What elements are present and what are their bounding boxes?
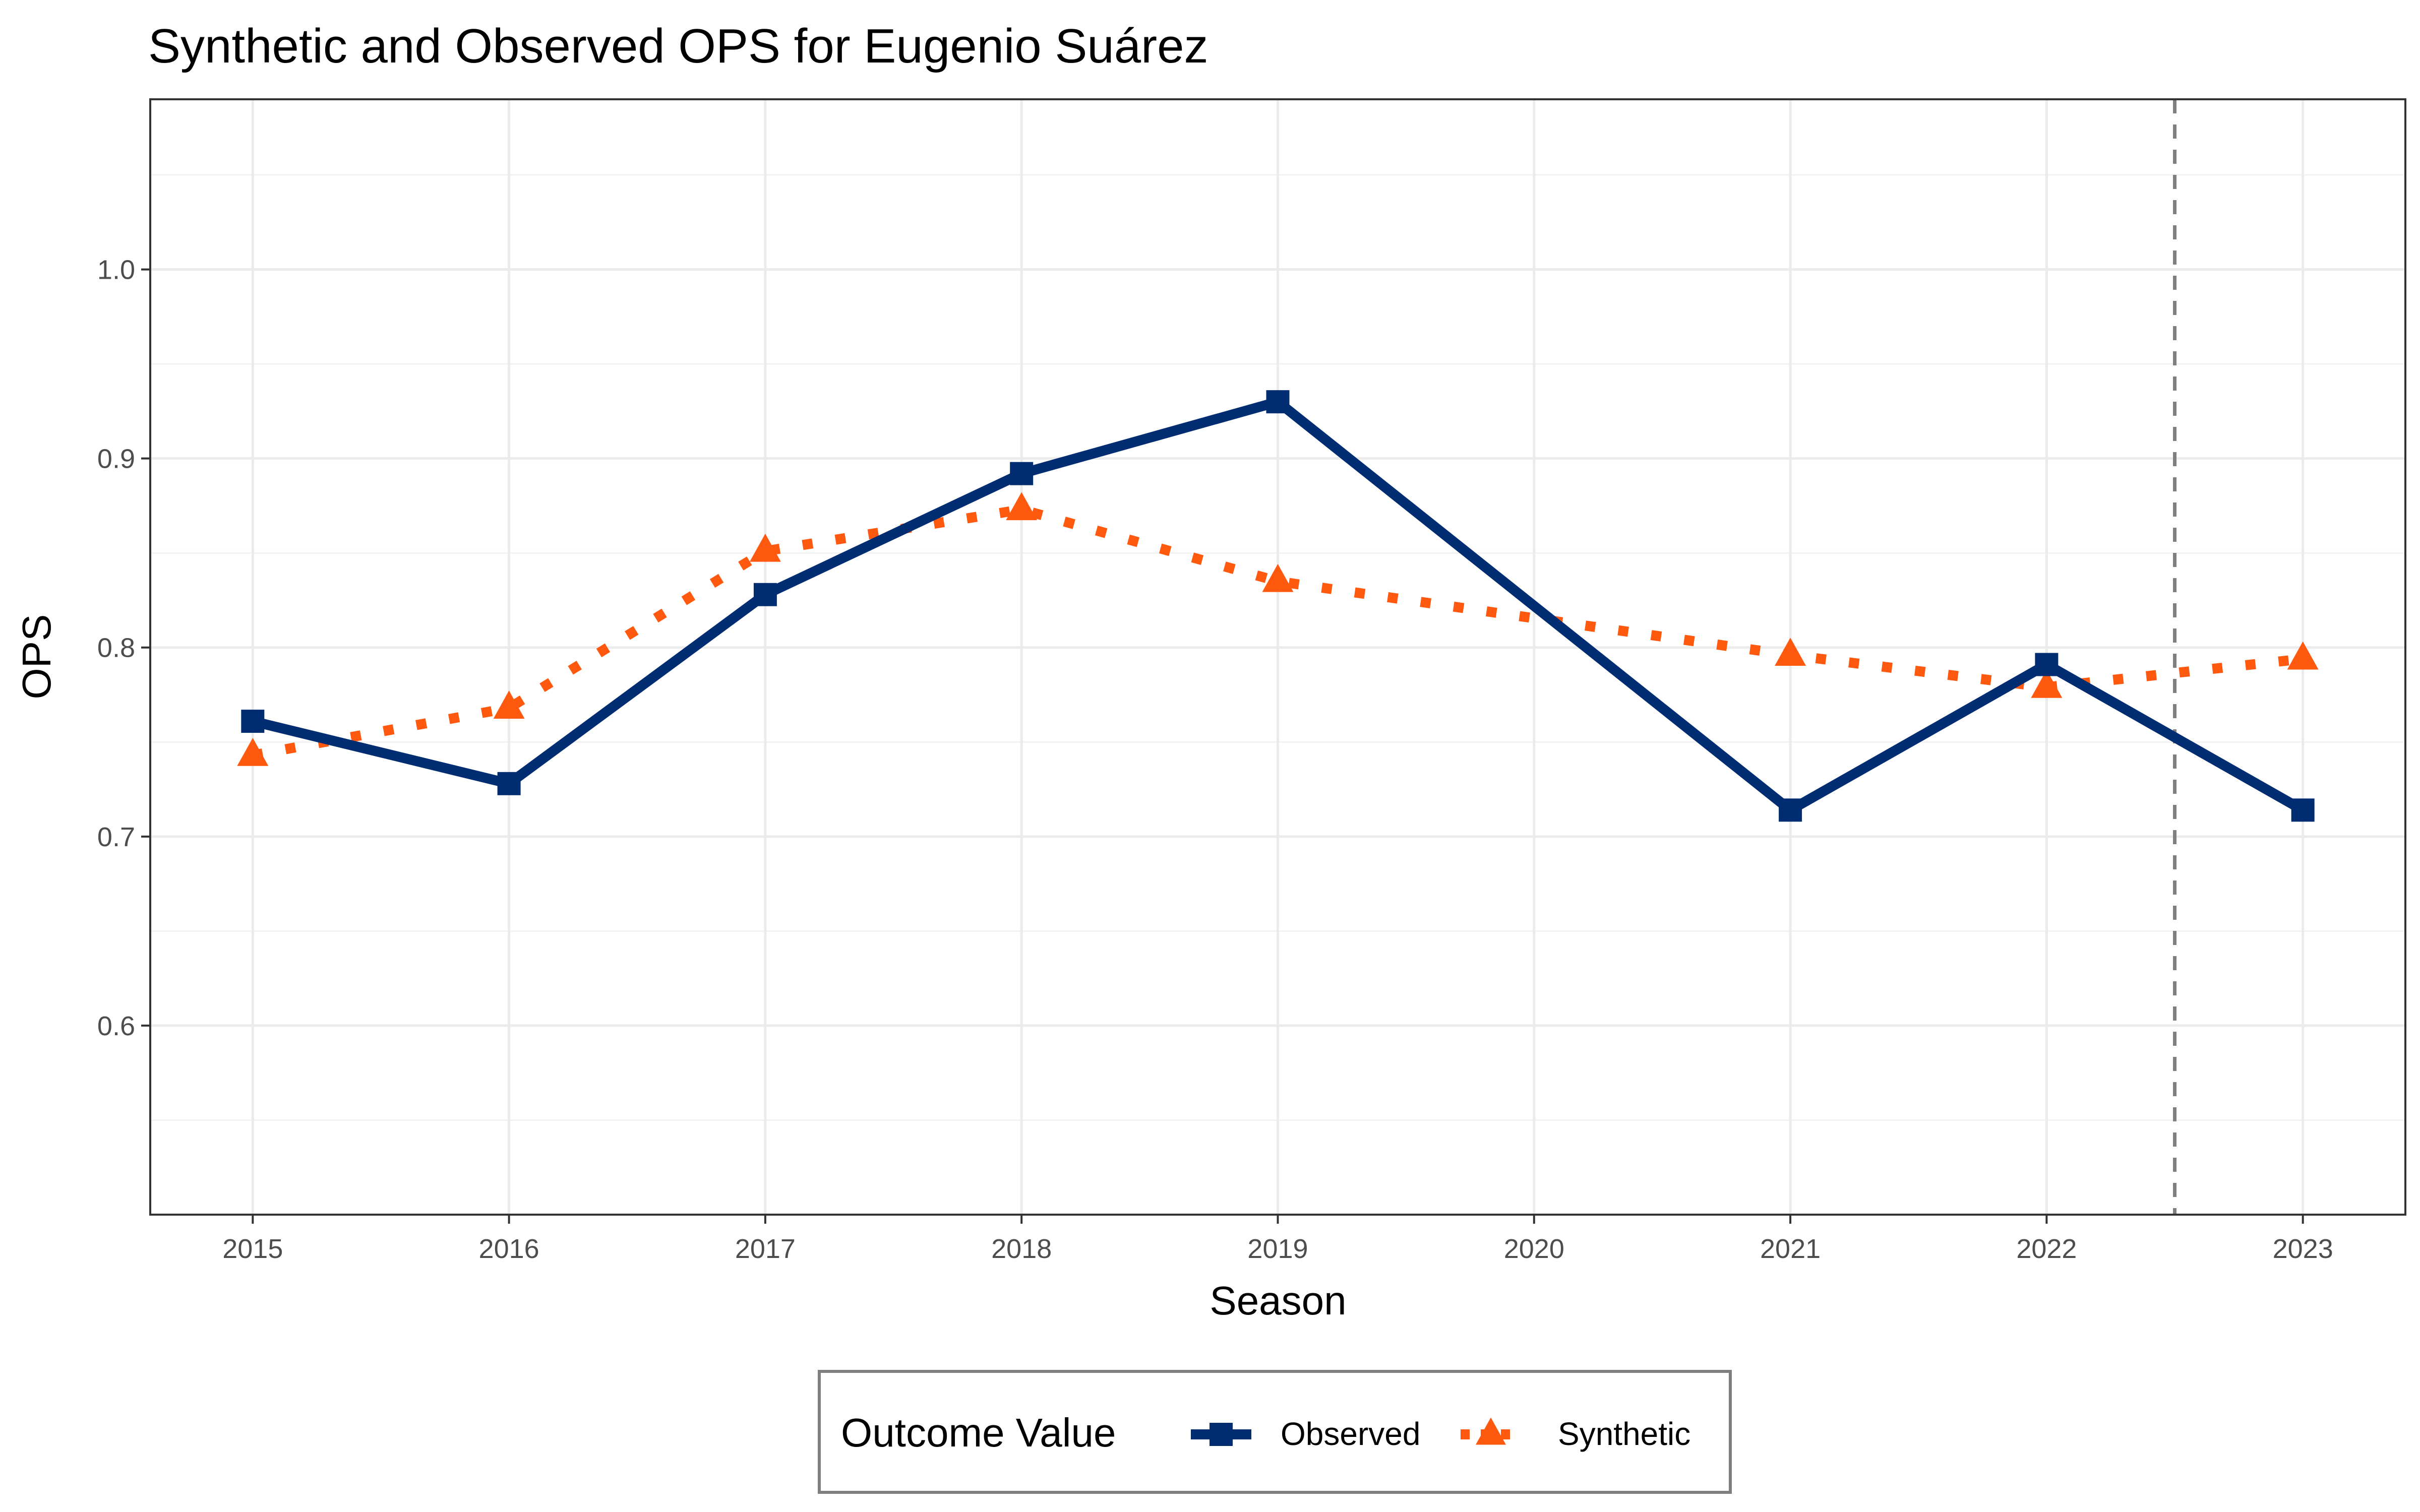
- data-point-observed: [1010, 462, 1034, 485]
- x-axis: 2015 2016 2017 2018 2019 2020 2021 2022 2023: [222, 1215, 2333, 1264]
- y-tick-label: 0.8: [97, 633, 135, 663]
- legend-item-observed: Observed: [1191, 1416, 1420, 1452]
- data-point-synthetic: [2031, 669, 2063, 698]
- y-tick-label: 0.9: [97, 444, 135, 474]
- data-point-synthetic: [1775, 638, 1806, 666]
- legend-items: Observed Synthetic: [1191, 1416, 1690, 1452]
- x-tick-label: 2022: [2016, 1234, 2077, 1264]
- legend-key-marker-observed: [1209, 1423, 1233, 1446]
- data-point-observed: [1266, 390, 1290, 414]
- data-point-observed: [2291, 798, 2315, 822]
- x-tick-label: 2023: [2273, 1234, 2333, 1264]
- series-line-observed: [251, 397, 2306, 815]
- legend-item-synthetic: Synthetic: [1461, 1416, 1690, 1452]
- data-point-synthetic: [2287, 641, 2319, 670]
- chart-title: Synthetic and Observed OPS for Eugenio S…: [148, 19, 1208, 73]
- data-point-synthetic: [493, 690, 525, 719]
- legend-title: Outcome Value: [841, 1410, 1116, 1455]
- data-point-synthetic: [237, 737, 269, 766]
- x-tick-label: 2015: [222, 1234, 283, 1264]
- y-tick-label: 0.7: [97, 822, 135, 852]
- series-synthetic: [237, 492, 2319, 766]
- x-tick-label: 2017: [735, 1234, 796, 1264]
- data-point-observed: [2035, 653, 2059, 676]
- data-point-observed: [753, 583, 777, 606]
- x-tick-label: 2016: [479, 1234, 539, 1264]
- data-point-observed: [497, 772, 521, 795]
- y-tick-label: 0.6: [97, 1011, 135, 1041]
- legend-key-marker-synthetic: [1476, 1417, 1506, 1445]
- x-axis-title: Season: [1209, 1278, 1346, 1323]
- x-tick-label: 2021: [1760, 1234, 1821, 1264]
- data-point-synthetic: [1006, 492, 1038, 521]
- data-point-synthetic: [749, 533, 781, 562]
- series-observed: [241, 390, 2315, 822]
- legend-label-observed: Observed: [1281, 1416, 1420, 1452]
- series-layer: [237, 390, 2319, 822]
- legend-label-synthetic: Synthetic: [1558, 1416, 1690, 1452]
- y-axis-title: OPS: [14, 614, 59, 700]
- data-point-observed: [1779, 798, 1802, 822]
- legend-box: [818, 1370, 1732, 1494]
- data-point-synthetic: [1262, 563, 1294, 592]
- x-tick-label: 2020: [1504, 1234, 1564, 1264]
- y-tick-label: 1.0: [97, 255, 135, 285]
- data-point-observed: [241, 710, 265, 733]
- legend: Outcome Value Observed Synthetic: [818, 1370, 1732, 1494]
- y-axis: 0.6 0.7 0.8 0.9 1.0: [97, 255, 150, 1041]
- grid-lines: [150, 99, 2405, 1216]
- x-tick-label: 2018: [991, 1234, 1052, 1264]
- x-tick-label: 2019: [1247, 1234, 1308, 1264]
